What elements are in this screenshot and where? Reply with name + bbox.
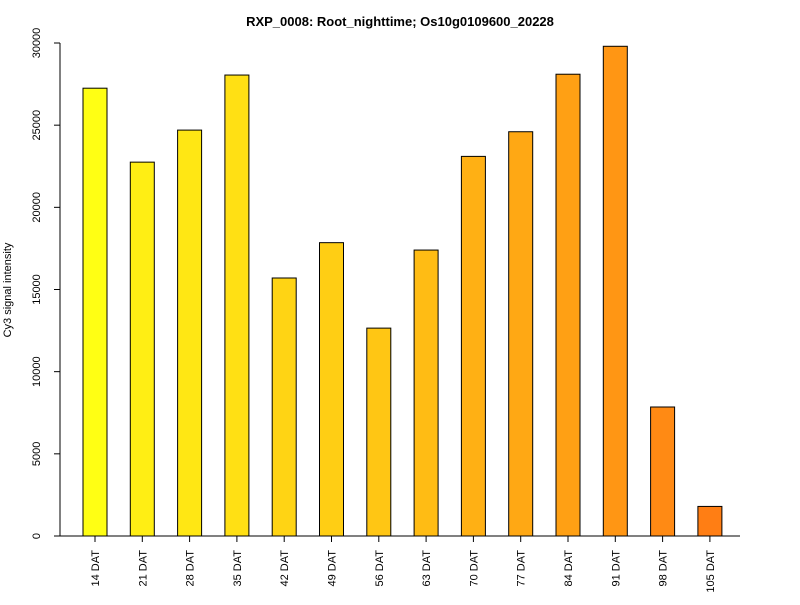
bar-77-dat bbox=[508, 131, 534, 537]
bar-28-dat bbox=[177, 129, 203, 537]
x-tick-label: 21 DAT bbox=[137, 550, 149, 587]
bar-49-dat bbox=[319, 242, 344, 537]
bar-91-dat bbox=[602, 45, 628, 537]
x-tick-label: 28 DAT bbox=[185, 550, 197, 587]
x-tick-label: 91 DAT bbox=[610, 550, 622, 587]
bar-70-dat bbox=[460, 155, 486, 537]
y-tick-label: 15000 bbox=[31, 274, 43, 305]
x-axis: 14 DAT 21 DAT 28 DAT 35 DAT 42 DAT 49 DAT 56 D… bbox=[60, 535, 740, 593]
y-axis: 0 5000 10000 15000 20000 25000 30000 bbox=[31, 28, 61, 539]
x-tick-label: 35 DAT bbox=[232, 550, 244, 587]
y-tick-label: 20000 bbox=[31, 192, 43, 223]
x-tick-label: 56 DAT bbox=[374, 550, 386, 587]
bar-63-dat bbox=[413, 249, 439, 537]
bars-group bbox=[82, 45, 723, 537]
x-tick-label: 63 DAT bbox=[421, 550, 433, 587]
bar-56-dat bbox=[366, 327, 392, 537]
bar-14-dat bbox=[82, 87, 108, 537]
chart-title: RXP_0008: Root_nighttime; Os10g0109600_2… bbox=[246, 14, 554, 29]
y-axis-label: Cy3 signal intensity bbox=[2, 242, 14, 337]
x-tick-label: 84 DAT bbox=[563, 550, 575, 587]
x-tick-label: 105 DAT bbox=[705, 550, 717, 593]
y-tick-label: 30000 bbox=[31, 28, 43, 59]
x-tick-label: 14 DAT bbox=[90, 550, 102, 587]
x-tick-label: 49 DAT bbox=[327, 550, 339, 587]
y-tick-label: 10000 bbox=[31, 356, 43, 387]
y-tick-label: 0 bbox=[31, 533, 43, 539]
bar-98-dat bbox=[650, 406, 676, 537]
y-tick-label: 5000 bbox=[31, 442, 43, 466]
bar-21-dat bbox=[129, 161, 155, 537]
bar-42-dat bbox=[271, 277, 297, 537]
bar-105-dat bbox=[697, 505, 723, 537]
bar-84-dat bbox=[555, 73, 581, 537]
bar-35-dat bbox=[224, 74, 250, 537]
y-tick-label: 25000 bbox=[31, 110, 43, 141]
x-tick-label: 77 DAT bbox=[516, 550, 528, 587]
x-tick-label: 70 DAT bbox=[468, 550, 480, 587]
x-tick-label: 42 DAT bbox=[279, 550, 291, 587]
x-tick-label: 98 DAT bbox=[658, 550, 670, 587]
